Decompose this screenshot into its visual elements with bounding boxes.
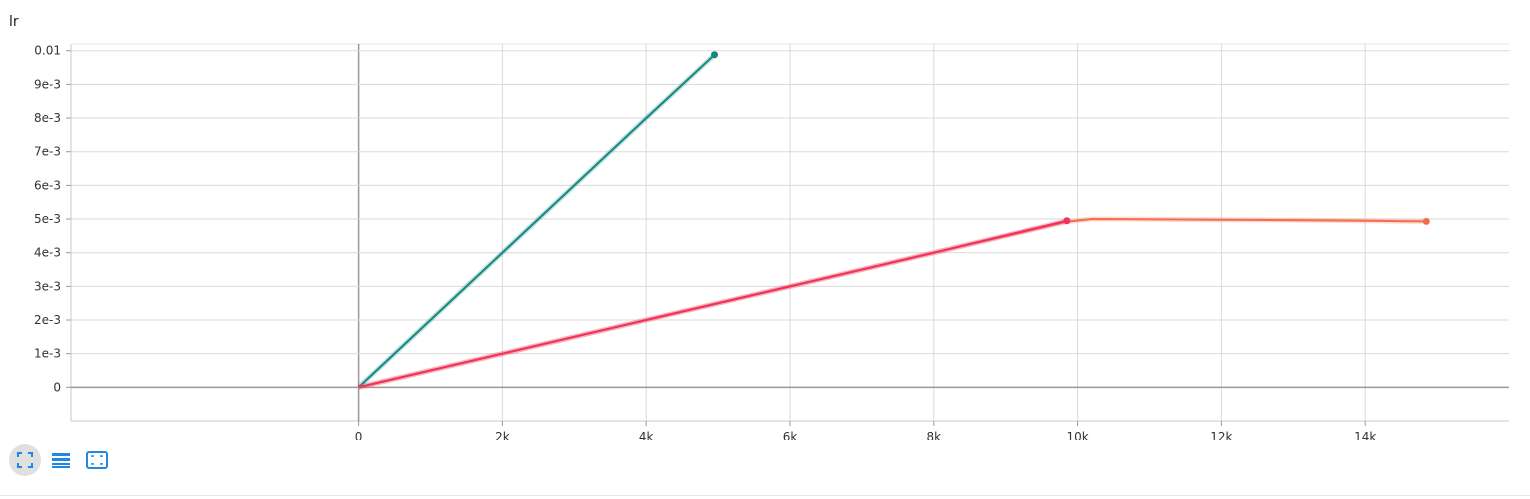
y-tick-label: 0.01 [34,44,61,58]
x-tick-label: 6k [783,430,798,440]
chart-title: lr [9,14,19,30]
fit-domain-button[interactable] [81,444,113,476]
x-tick-label: 4k [639,430,654,440]
y-tick-label: 8e-3 [34,111,61,125]
series-2-line [358,219,1068,389]
x-tick-label: 12k [1210,430,1232,440]
y-tick-label: 7e-3 [34,145,61,159]
series-0-end-point [711,51,719,59]
chart-plot: 0 2k 4k 6k 8k 10k 12k 14k 0 1e-3 2e-3 3e-3 4e-3 5e-3 6… [34,43,1509,440]
fullscreen-icon [17,452,33,468]
bottom-divider [0,495,1530,496]
x-tick-label: 14k [1354,430,1376,440]
series-1-halo [358,216,1427,390]
x-tick-label: 10k [1066,430,1088,440]
y-tick-label: 0 [53,380,61,394]
x-tick-label: 2k [495,430,510,440]
y-tick-label: 6e-3 [34,178,61,192]
y-tick-label: 2e-3 [34,313,61,327]
series-2-end-point [1063,217,1071,225]
x-tick-label: 8k [927,430,942,440]
y-tick-label: 4e-3 [34,246,61,260]
x-tick-label: 0 [355,430,363,440]
series-1-end-point [1422,217,1430,225]
series-1-line [358,218,1427,389]
y-tick-label: 5e-3 [34,212,61,226]
fit-domain-icon [86,451,108,469]
y-tick-label: 1e-3 [34,347,61,361]
log-scale-button[interactable] [45,444,77,476]
log-scale-icon [52,453,70,468]
y-tick-label: 3e-3 [34,279,61,293]
series-0-line [357,54,716,389]
fullscreen-button[interactable] [9,444,41,476]
chart-toolbar [9,444,113,476]
y-tick-label: 9e-3 [34,77,61,91]
